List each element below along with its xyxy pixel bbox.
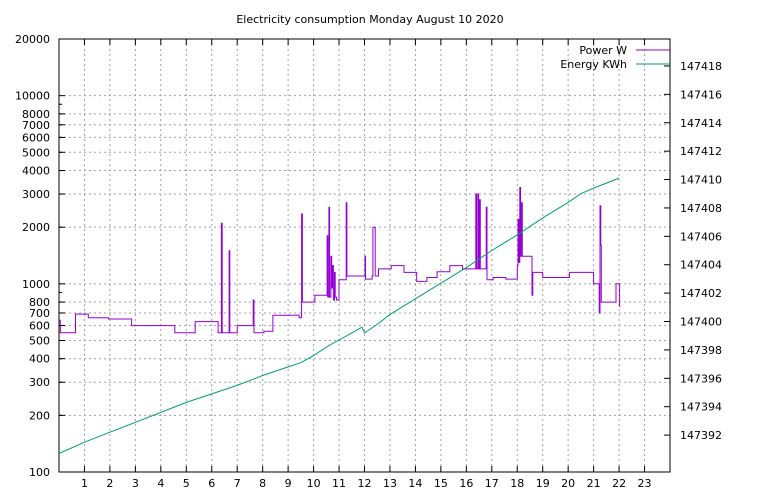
x-tick-label: 1 bbox=[81, 477, 88, 490]
x-tick-label: 19 bbox=[536, 477, 550, 490]
x-tick-label: 17 bbox=[485, 477, 499, 490]
x-axis-ticks: 1 2 3 4 5 6 7 8 9 10 11 12 13 14 15 16 17 18 19 20 21 22 23 bbox=[81, 39, 652, 490]
x-tick-label: 16 bbox=[459, 477, 473, 490]
y-tick-label: 200 bbox=[29, 409, 50, 422]
legend-label-energy: Energy KWh bbox=[560, 58, 627, 71]
y2-tick-label: 147400 bbox=[680, 316, 722, 329]
y-tick-label: 6000 bbox=[22, 131, 50, 144]
y-tick-label: 3000 bbox=[22, 188, 50, 201]
y-tick-label: 5000 bbox=[22, 146, 50, 159]
x-tick-label: 12 bbox=[358, 477, 372, 490]
x-tick-label: 8 bbox=[259, 477, 266, 490]
x-tick-label: 20 bbox=[561, 477, 575, 490]
power-series-line bbox=[59, 187, 621, 334]
y2-tick-label: 147394 bbox=[680, 401, 722, 414]
y-tick-label: 700 bbox=[29, 307, 50, 320]
y-tick-label: 800 bbox=[29, 296, 50, 309]
series-lines bbox=[58, 177, 621, 454]
y2-tick-label: 147414 bbox=[680, 117, 722, 130]
x-tick-label: 18 bbox=[510, 477, 524, 490]
y-tick-label: 1000 bbox=[22, 278, 50, 291]
x-tick-label: 21 bbox=[587, 477, 601, 490]
y2-tick-label: 147416 bbox=[680, 88, 722, 101]
x-tick-label: 7 bbox=[234, 477, 241, 490]
x-tick-label: 15 bbox=[434, 477, 448, 490]
y-tick-label: 8000 bbox=[22, 108, 50, 121]
x-tick-label: 23 bbox=[638, 477, 652, 490]
x-tick-label: 3 bbox=[132, 477, 139, 490]
x-tick-label: 6 bbox=[208, 477, 215, 490]
y2-tick-label: 147406 bbox=[680, 230, 722, 243]
y-tick-label: 7000 bbox=[22, 119, 50, 132]
y2-tick-label: 147412 bbox=[680, 145, 722, 158]
x-tick-label: 11 bbox=[332, 477, 346, 490]
y2-tick-label: 147398 bbox=[680, 344, 722, 357]
x-tick-label: 10 bbox=[307, 477, 321, 490]
y2-tick-label: 147392 bbox=[680, 429, 722, 442]
x-tick-label: 13 bbox=[383, 477, 397, 490]
x-tick-label: 14 bbox=[408, 477, 422, 490]
y2-tick-label: 147408 bbox=[680, 202, 722, 215]
energy-series-line bbox=[58, 177, 620, 454]
x-tick-label: 22 bbox=[612, 477, 626, 490]
y2-tick-label: 147404 bbox=[680, 259, 722, 272]
y2-tick-label: 147410 bbox=[680, 174, 722, 187]
y-tick-label: 2000 bbox=[22, 221, 50, 234]
y-tick-label: 300 bbox=[29, 376, 50, 389]
y2-axis-ticks: 147392 147394 147396 147398 147400 147402 1474… bbox=[664, 60, 722, 442]
y-tick-label: 4000 bbox=[22, 165, 50, 178]
x-tick-label: 9 bbox=[285, 477, 292, 490]
y-tick-label: 10000 bbox=[15, 90, 50, 103]
y2-tick-label: 147396 bbox=[680, 372, 722, 385]
y2-tick-label: 147402 bbox=[680, 287, 722, 300]
x-tick-label: 4 bbox=[157, 477, 164, 490]
x-tick-label: 2 bbox=[106, 477, 113, 490]
y-tick-label: 500 bbox=[29, 334, 50, 347]
x-tick-label: 5 bbox=[183, 477, 190, 490]
y-tick-label: 600 bbox=[29, 320, 50, 333]
y-tick-label: 400 bbox=[29, 353, 50, 366]
grid-lines bbox=[59, 38, 670, 473]
y-tick-label: 100 bbox=[29, 466, 50, 479]
chart-title: Electricity consumption Monday August 10… bbox=[236, 13, 503, 26]
y2-tick-label: 147418 bbox=[680, 60, 722, 73]
legend-label-power: Power W bbox=[579, 44, 627, 57]
y-tick-label: 20000 bbox=[15, 33, 50, 46]
